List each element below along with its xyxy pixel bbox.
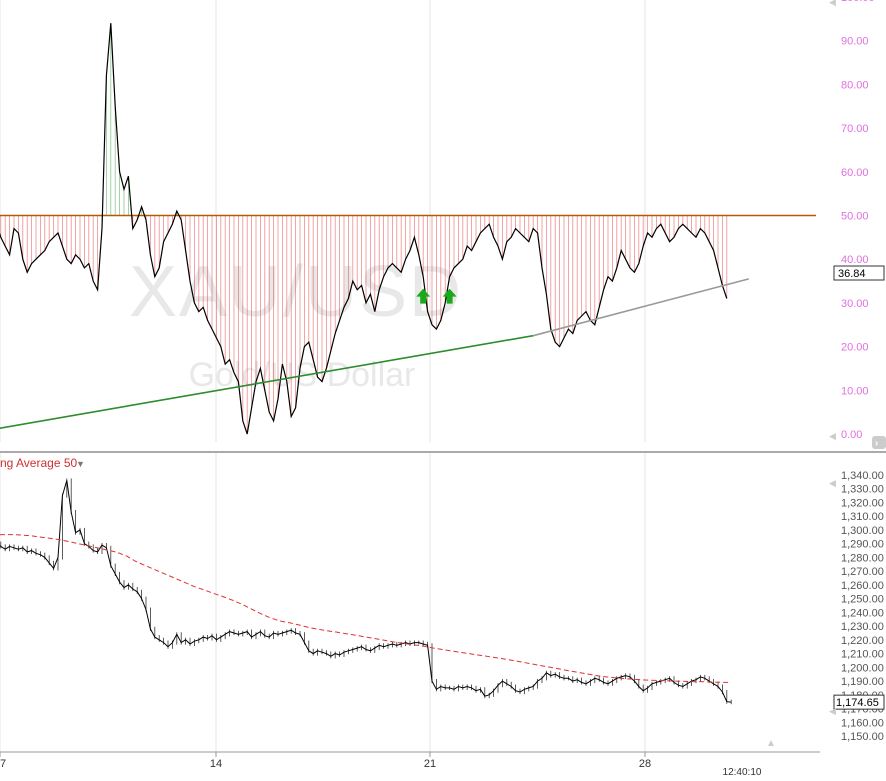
price-scroll-up-icon[interactable]: ◀ bbox=[829, 478, 836, 488]
price-grid bbox=[0, 453, 646, 752]
rsi-current-value: 36.84 bbox=[838, 268, 866, 280]
svg-text:›: › bbox=[875, 438, 878, 449]
price-current-value-badge: 1,174.65 bbox=[833, 694, 885, 710]
rsi-tick-label: 40.00 bbox=[841, 254, 869, 266]
price-tick-label: 1,260.00 bbox=[841, 580, 884, 592]
rsi-tick-label: 90.00 bbox=[841, 36, 869, 48]
rsi-fill-bars bbox=[0, 23, 728, 434]
price-tick-label: 1,150.00 bbox=[841, 731, 884, 743]
rsi-scroll-down-icon[interactable]: ◀ bbox=[829, 431, 836, 441]
rsi-tick-label: 60.00 bbox=[841, 167, 869, 179]
price-scroll-down-icon[interactable]: ◀ bbox=[829, 706, 836, 716]
support-trend-line bbox=[0, 334, 534, 429]
price-tick-label: 1,200.00 bbox=[841, 662, 884, 674]
price-tick-label: 1,220.00 bbox=[841, 635, 884, 647]
x-axis-ticks: 7 14 21 28 bbox=[0, 752, 651, 770]
x-tick-label: 28 bbox=[639, 758, 651, 770]
price-tick-label: 1,340.00 bbox=[841, 470, 884, 482]
signal-arrows bbox=[416, 288, 457, 304]
price-tick-label: 1,190.00 bbox=[841, 676, 884, 688]
sma-label-chevron-icon[interactable]: ▼ bbox=[76, 459, 85, 469]
price-bars bbox=[0, 478, 732, 705]
x-tick-label: 7 bbox=[0, 758, 6, 770]
scroll-up-icon[interactable]: ◀ bbox=[829, 0, 836, 7]
rsi-tick-label: 50.00 bbox=[841, 211, 869, 223]
price-tick-label: 1,250.00 bbox=[841, 594, 884, 606]
price-axis-ticks: 1,150.001,160.001,170.001,180.001,190.00… bbox=[841, 470, 884, 743]
price-tick-label: 1,330.00 bbox=[841, 484, 884, 496]
rsi-tick-label: 100.00 bbox=[841, 0, 875, 4]
price-tick-label: 1,280.00 bbox=[841, 552, 884, 564]
buy-signal-arrow-icon bbox=[416, 288, 431, 304]
price-tick-label: 1,320.00 bbox=[841, 497, 884, 509]
watermark-symbol: XAU/USD bbox=[129, 252, 463, 332]
expand-corner-icon[interactable]: ▲ bbox=[766, 738, 776, 749]
rsi-tick-label: 10.00 bbox=[841, 385, 869, 397]
rsi-axis-ticks: 0.00 10.00 20.00 30.00 40.00 50.00 60.00 70.00 8… bbox=[841, 0, 875, 441]
rsi-tick-label: 30.00 bbox=[841, 298, 869, 310]
price-tick-label: 1,160.00 bbox=[841, 717, 884, 729]
x-tick-label: 14 bbox=[210, 758, 222, 770]
rsi-tick-label: 0.00 bbox=[841, 429, 862, 441]
price-tick-label: 1,290.00 bbox=[841, 539, 884, 551]
rsi-tick-label: 70.00 bbox=[841, 123, 869, 135]
collapse-panel-icon[interactable]: › bbox=[872, 436, 886, 449]
buy-signal-arrow-icon bbox=[442, 288, 457, 304]
price-tick-label: 1,210.00 bbox=[841, 649, 884, 661]
price-tick-label: 1,270.00 bbox=[841, 566, 884, 578]
rsi-tick-label: 20.00 bbox=[841, 342, 869, 354]
price-tick-label: 1,240.00 bbox=[841, 607, 884, 619]
price-tick-label: 1,300.00 bbox=[841, 525, 884, 537]
rsi-current-value-badge: 36.84 bbox=[833, 265, 885, 281]
rsi-line bbox=[0, 23, 728, 435]
price-tick-label: 1,310.00 bbox=[841, 511, 884, 523]
price-line bbox=[0, 480, 732, 703]
sma-indicator-label[interactable]: ng Average 50 bbox=[0, 456, 78, 470]
support-trend-extension bbox=[532, 278, 750, 337]
x-time-label: 12:40:10 bbox=[723, 767, 762, 778]
price-current-value: 1,174.65 bbox=[836, 697, 879, 709]
price-tick-label: 1,230.00 bbox=[841, 621, 884, 633]
sma-line bbox=[0, 534, 732, 683]
x-tick-label: 21 bbox=[424, 758, 436, 770]
rsi-tick-label: 80.00 bbox=[841, 79, 869, 91]
